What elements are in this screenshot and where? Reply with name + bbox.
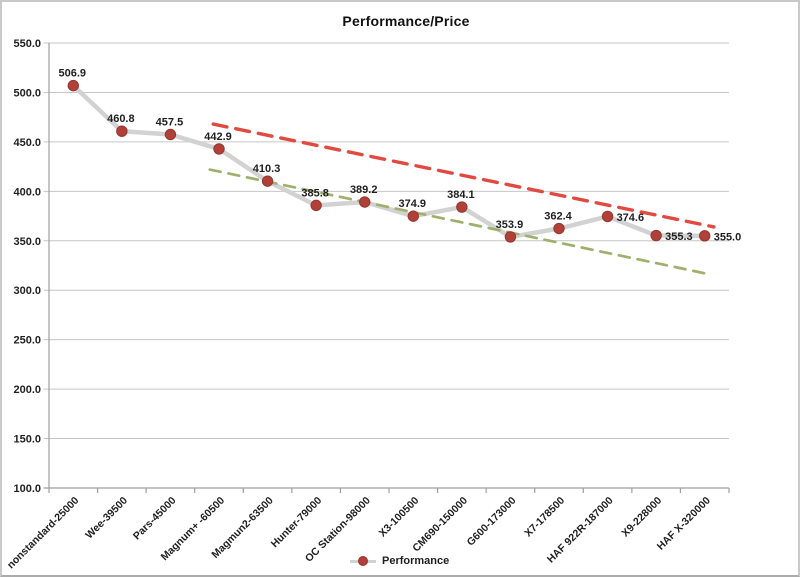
data-label: 506.9 bbox=[59, 68, 87, 80]
data-label: 353.9 bbox=[496, 219, 524, 231]
lower-trendline bbox=[208, 168, 712, 276]
data-point bbox=[650, 229, 662, 242]
data-point bbox=[407, 210, 419, 222]
data-point bbox=[553, 222, 565, 235]
x-tick-label: G600-173000 bbox=[465, 495, 519, 549]
data-label: 442.9 bbox=[204, 131, 232, 143]
x-tick-label: nonstandard-25000 bbox=[5, 495, 82, 572]
y-tick-label: 150.0 bbox=[13, 434, 41, 446]
data-point bbox=[310, 199, 322, 212]
data-label: 384.1 bbox=[447, 189, 475, 201]
chart-title: Performance/Price bbox=[342, 13, 470, 29]
y-tick-label: 550.0 bbox=[13, 38, 41, 50]
upper-trendline bbox=[211, 122, 716, 229]
x-tick-label: X3-100500 bbox=[377, 495, 422, 540]
data-label: 389.2 bbox=[350, 184, 378, 196]
data-label: 362.4 bbox=[544, 211, 572, 223]
data-label: 385.8 bbox=[301, 187, 329, 199]
data-point bbox=[67, 79, 79, 92]
data-point bbox=[213, 143, 225, 155]
y-tick-label: 200.0 bbox=[13, 384, 41, 396]
data-point bbox=[601, 210, 614, 223]
data-point bbox=[261, 175, 274, 187]
x-tick-label: Pars-45000 bbox=[131, 495, 179, 543]
data-point bbox=[699, 230, 711, 242]
legend: Performance bbox=[350, 553, 449, 569]
data-label: 355.0 bbox=[714, 231, 742, 243]
data-point bbox=[116, 125, 128, 137]
legend-label: Performance bbox=[382, 555, 450, 567]
data-point bbox=[504, 231, 517, 243]
data-label: 374.6 bbox=[617, 212, 645, 224]
y-tick-label: 100.0 bbox=[13, 483, 41, 495]
y-tick-label: 300.0 bbox=[13, 285, 41, 297]
data-point bbox=[164, 128, 177, 141]
x-tick-label: X7-178500 bbox=[522, 495, 567, 540]
y-tick-label: 400.0 bbox=[13, 186, 41, 198]
legend-dot-icon bbox=[358, 556, 368, 566]
y-tick-label: 250.0 bbox=[13, 335, 41, 347]
x-tick-label: Wee-39500 bbox=[83, 495, 130, 542]
data-point bbox=[359, 196, 371, 208]
data-label: 374.9 bbox=[399, 198, 427, 210]
y-tick-label: 350.0 bbox=[13, 236, 41, 248]
legend-series-marker-icon bbox=[350, 553, 376, 569]
data-label: 457.5 bbox=[156, 116, 184, 128]
data-label: 410.3 bbox=[253, 163, 281, 175]
data-label: 355.3 bbox=[665, 231, 693, 243]
y-tick-label: 450.0 bbox=[13, 137, 41, 149]
x-tick-label: X9-228000 bbox=[619, 495, 664, 540]
series-line bbox=[71, 83, 707, 240]
data-point bbox=[456, 201, 468, 213]
y-tick-label: 500.0 bbox=[13, 87, 41, 99]
data-label: 460.8 bbox=[107, 113, 135, 125]
